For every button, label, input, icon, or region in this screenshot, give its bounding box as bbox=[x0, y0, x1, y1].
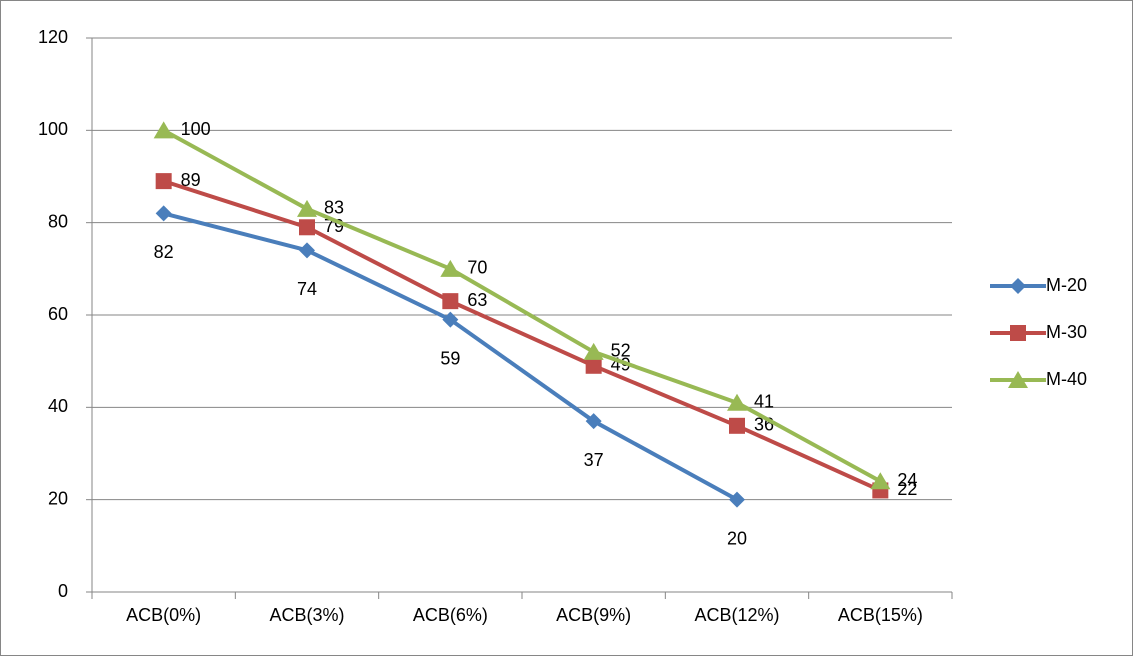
y-tick-label: 0 bbox=[58, 581, 68, 601]
x-tick-label: ACB(0%) bbox=[126, 605, 201, 625]
data-point bbox=[442, 311, 459, 328]
data-point bbox=[299, 219, 315, 236]
data-point bbox=[155, 205, 172, 222]
data-point bbox=[297, 199, 317, 217]
x-tick-label: ACB(15%) bbox=[838, 605, 923, 625]
data-point bbox=[585, 357, 602, 374]
data-point bbox=[729, 491, 745, 508]
data-point bbox=[299, 242, 315, 259]
data-label: 20 bbox=[727, 528, 747, 548]
series-line bbox=[162, 128, 882, 483]
data-label: 24 bbox=[897, 470, 917, 490]
data-point bbox=[729, 417, 745, 434]
legend-label: M-40 bbox=[1046, 369, 1087, 389]
data-label: 22 bbox=[897, 479, 917, 499]
data-label: 83 bbox=[324, 198, 344, 218]
y-tick-label: 100 bbox=[38, 119, 68, 139]
data-label: 89 bbox=[181, 170, 201, 190]
y-tick-label: 120 bbox=[38, 27, 68, 47]
legend-label: M-30 bbox=[1046, 322, 1087, 342]
data-point bbox=[155, 173, 172, 190]
legend-label: M-20 bbox=[1046, 275, 1087, 295]
x-tick-label: ACB(3%) bbox=[269, 605, 344, 625]
data-point bbox=[442, 293, 459, 310]
data-label: 52 bbox=[611, 341, 631, 361]
series-line bbox=[163, 179, 882, 493]
data-label: 100 bbox=[181, 119, 211, 139]
y-tick-label: 20 bbox=[48, 488, 68, 508]
x-tick-label: ACB(12%) bbox=[694, 605, 779, 625]
data-label: 70 bbox=[467, 258, 487, 278]
y-tick-label: 40 bbox=[48, 396, 68, 416]
data-point bbox=[727, 393, 747, 411]
x-tick-label: ACB(6%) bbox=[413, 605, 488, 625]
data-label: 41 bbox=[754, 391, 774, 411]
data-point bbox=[870, 472, 891, 490]
data-point bbox=[153, 121, 174, 139]
data-point bbox=[585, 413, 602, 430]
data-label: 82 bbox=[154, 242, 174, 262]
data-label: 63 bbox=[467, 290, 487, 310]
data-label: 74 bbox=[297, 279, 317, 299]
data-label: 59 bbox=[440, 348, 460, 368]
data-point bbox=[583, 342, 604, 360]
y-tick-label: 80 bbox=[48, 211, 68, 231]
legend-marker bbox=[1010, 325, 1026, 341]
y-tick-label: 60 bbox=[48, 304, 68, 324]
data-point bbox=[440, 259, 461, 277]
legend-marker bbox=[1010, 278, 1026, 294]
x-tick-label: ACB(9%) bbox=[556, 605, 631, 625]
legend-marker bbox=[1008, 371, 1028, 388]
data-label: 37 bbox=[584, 450, 604, 470]
